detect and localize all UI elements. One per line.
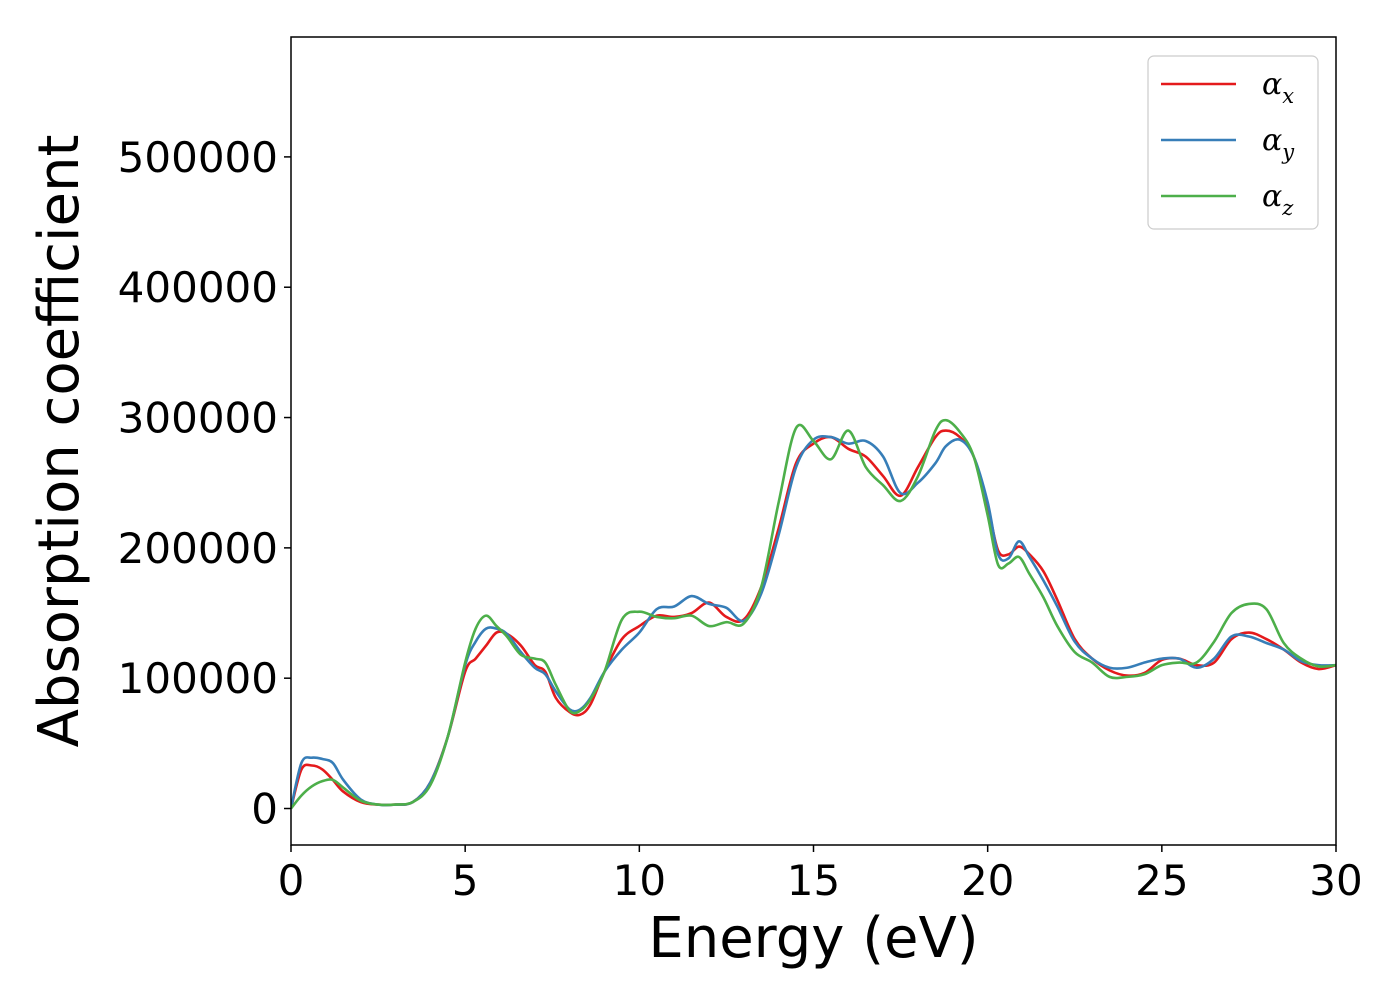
x-tick-label: 25 xyxy=(1135,856,1188,905)
x-tick-label: 0 xyxy=(278,856,305,905)
y-tick-label: 400000 xyxy=(118,263,278,312)
x-axis-title: Energy (eV) xyxy=(648,906,978,971)
series-layer xyxy=(291,418,1336,810)
legend-box xyxy=(1147,55,1319,230)
y-axis-ticks: 0 100000 200000 300000 400000 500000 xyxy=(118,133,291,834)
y-tick-label: 500000 xyxy=(118,133,278,182)
legend-label-alpha-y: αy xyxy=(1262,123,1295,164)
legend: αx αy αz xyxy=(1147,55,1319,230)
y-tick-label: 300000 xyxy=(118,394,278,443)
series-line-alpha-z xyxy=(291,418,1336,810)
y-tick-label: 200000 xyxy=(118,524,278,573)
x-axis-ticks: 0 5 10 15 20 25 30 xyxy=(278,845,1363,905)
legend-label-alpha-z: αz xyxy=(1262,179,1294,220)
x-tick-label: 20 xyxy=(961,856,1014,905)
legend-label-alpha-x: αx xyxy=(1262,67,1294,108)
series-line-alpha-x xyxy=(291,429,1336,809)
series-line-alpha-y xyxy=(291,434,1336,809)
y-tick-label: 100000 xyxy=(118,654,278,703)
y-tick-label: 0 xyxy=(251,785,278,834)
x-tick-label: 10 xyxy=(613,856,666,905)
x-tick-label: 5 xyxy=(452,856,479,905)
x-tick-label: 15 xyxy=(787,856,840,905)
x-tick-label: 30 xyxy=(1309,856,1362,905)
y-axis-title: Absorption coefficient xyxy=(27,135,92,748)
